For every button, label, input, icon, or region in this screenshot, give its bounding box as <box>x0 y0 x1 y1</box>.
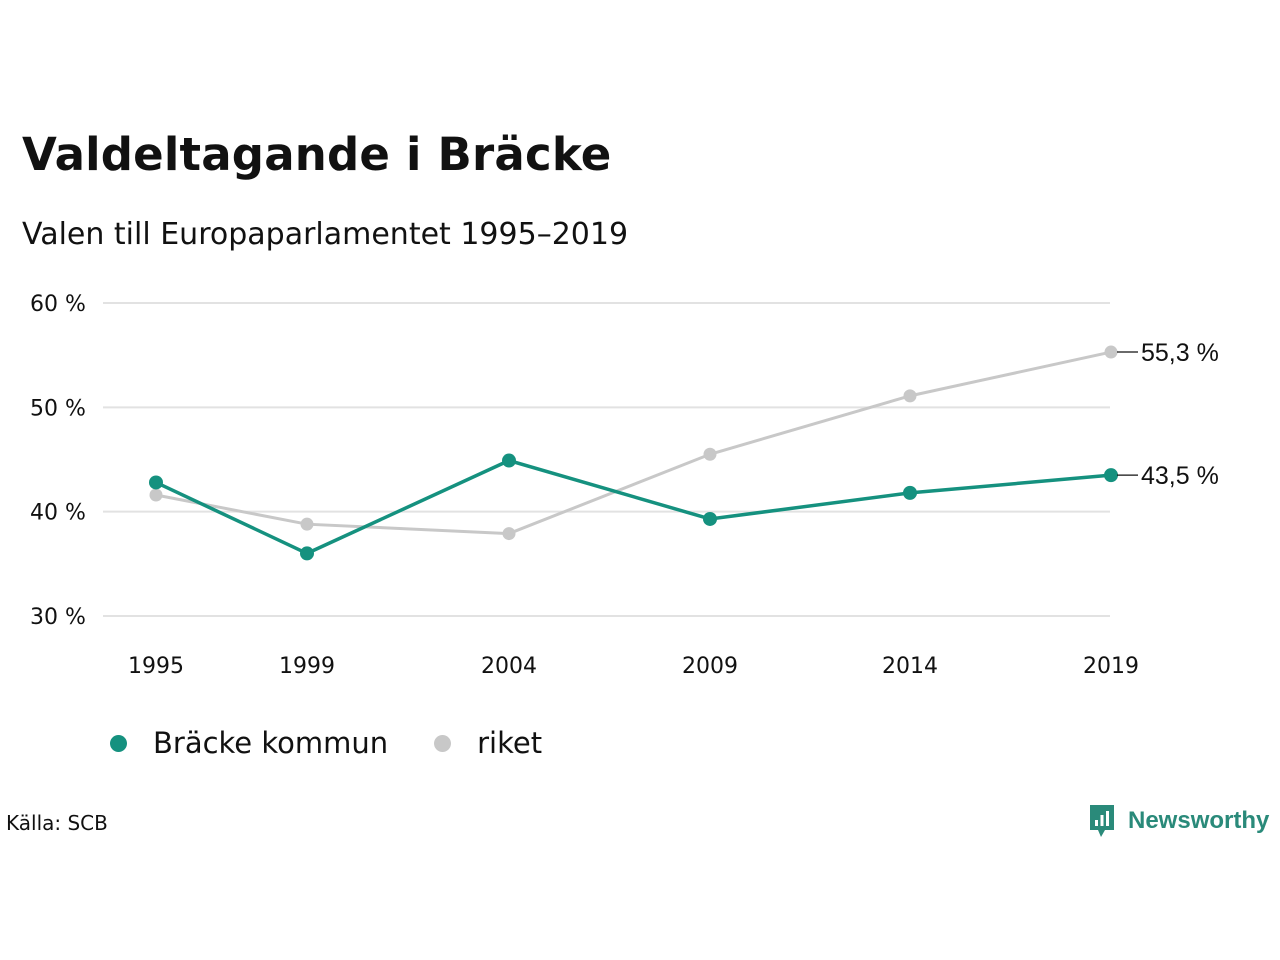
line-chart: 30 % 40 % 50 % 60 % 1995 1999 2004 2009 2014 201… <box>30 292 1219 679</box>
data-point-bracke <box>1104 468 1118 483</box>
data-point-bracke <box>502 453 516 468</box>
legend-item-riket[interactable]: riket <box>434 726 542 760</box>
x-tick-label: 2004 <box>481 654 537 679</box>
legend-label-riket: riket <box>477 726 543 760</box>
data-point-riket <box>903 389 917 403</box>
legend-item-bracke[interactable]: Bräcke kommun <box>110 726 388 760</box>
legend: Bräcke kommun riket <box>110 726 582 760</box>
source-note: Källa: SCB <box>6 811 108 835</box>
data-point-riket <box>300 517 314 531</box>
data-point-bracke <box>903 485 917 500</box>
x-tick-label: 2019 <box>1083 654 1139 679</box>
brand-logo[interactable]: Newsworthy <box>1088 803 1269 839</box>
end-label-bracke: 43,5 % <box>1141 462 1219 490</box>
data-point-bracke <box>300 546 314 561</box>
x-tick-label: 2014 <box>882 654 938 679</box>
newsworthy-logo-icon <box>1090 805 1114 837</box>
brand-name: Newsworthy <box>1128 807 1270 834</box>
series-group <box>149 345 1118 561</box>
x-tick-label: 1999 <box>279 654 335 679</box>
legend-marker-bracke <box>110 734 127 752</box>
y-tick-label: 40 % <box>30 501 86 526</box>
x-tick-label: 1995 <box>128 654 184 679</box>
y-tick-label: 30 % <box>30 605 86 630</box>
series-line-bracke <box>155 458 1112 556</box>
series-line-riket <box>155 350 1112 536</box>
y-tick-label: 60 % <box>30 292 86 317</box>
end-labels: 55,3 % 43,5 % <box>1117 339 1219 490</box>
chart-subtitle: Valen till Europaparlamentet 1995–2019 <box>22 217 629 252</box>
data-point-riket <box>502 527 516 541</box>
x-tick-label: 2009 <box>682 654 738 679</box>
data-point-bracke <box>703 511 717 526</box>
end-label-riket: 55,3 % <box>1141 339 1219 367</box>
data-point-riket <box>149 488 163 502</box>
data-point-riket <box>1104 345 1118 359</box>
legend-marker-riket <box>434 734 452 752</box>
data-point-bracke <box>149 475 163 490</box>
y-axis-ticks: 30 % 40 % 50 % 60 % <box>30 292 86 630</box>
chart-title: Valdeltagande i Bräcke <box>22 128 612 181</box>
gridlines <box>103 302 1110 617</box>
data-point-riket <box>703 447 717 461</box>
y-tick-label: 50 % <box>30 396 86 421</box>
x-axis-ticks: 1995 1999 2004 2009 2014 2019 <box>128 654 1139 679</box>
legend-label-bracke: Bräcke kommun <box>153 726 389 760</box>
